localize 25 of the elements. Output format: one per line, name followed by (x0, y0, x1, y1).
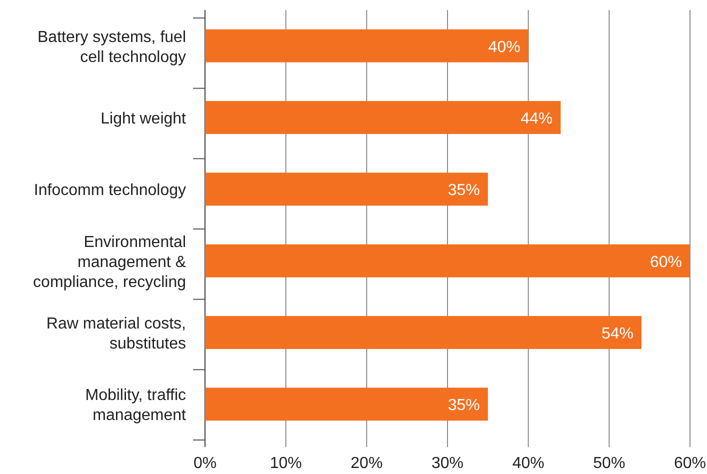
y-tick-label: Raw material costs, substitutes (46, 316, 186, 352)
bar (205, 172, 488, 206)
data-label: 60% (650, 254, 682, 271)
x-tick-label: 0% (193, 455, 217, 472)
bar (205, 244, 690, 278)
data-label: 44% (520, 110, 553, 128)
y-tick-label: Environmental management & compliance, recycling (33, 234, 186, 291)
x-tick-label: 60% (674, 455, 706, 472)
y-tick-label: Light weight (100, 110, 187, 128)
x-tick-label: 50% (593, 455, 626, 472)
data-label: 35% (448, 397, 480, 414)
y-tick-label: Infocomm technology (34, 182, 186, 200)
data-label: 35% (448, 182, 480, 200)
data-label: 54% (601, 326, 634, 342)
x-tick-label: 20% (350, 455, 383, 472)
y-tick-label: Mobility, traffic management (85, 387, 187, 424)
bar (205, 388, 488, 421)
x-tick-label: 10% (270, 455, 302, 472)
bar (205, 29, 528, 62)
data-label: 40% (488, 38, 520, 56)
y-tick-label: Battery systems, fuel cell technology (38, 28, 186, 66)
x-tick-label: 30% (431, 455, 464, 472)
x-tick-label: 40% (512, 455, 544, 472)
bar (205, 101, 561, 134)
bar (205, 316, 642, 349)
